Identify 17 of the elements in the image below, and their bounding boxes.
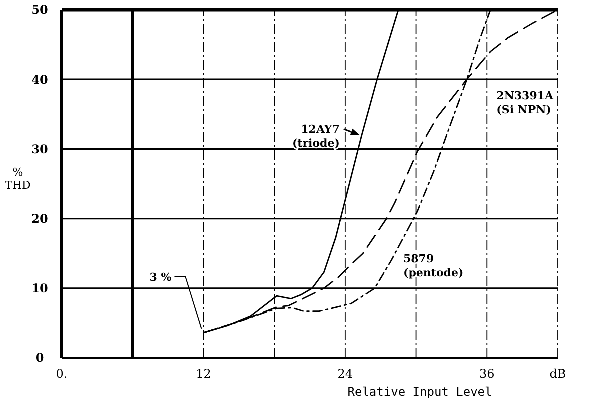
annotation: 3 % xyxy=(150,270,172,284)
y-tick-label: 40 xyxy=(32,72,48,87)
x-tick-label: 36 xyxy=(480,367,495,381)
text: 2N3391A (Si NPN) xyxy=(496,90,554,117)
x-tick-label: 24 xyxy=(338,367,354,381)
series-label: 5879 (pentode) xyxy=(403,252,464,280)
x-tick-label: dB xyxy=(550,367,566,381)
x-tick-label: 0. xyxy=(56,367,68,381)
x-tick-label: 12 xyxy=(196,367,212,381)
y-tick-label: 30 xyxy=(32,142,48,156)
y-axis-title: % THD xyxy=(5,166,32,192)
y-tick-label: 10 xyxy=(32,282,48,296)
y-tick-label: 0 xyxy=(36,351,44,366)
y-tick-label: 20 xyxy=(32,212,48,226)
x-axis-title: Relative Input Level xyxy=(348,385,492,399)
legend-label: 12AY7 (triode) xyxy=(292,123,340,150)
y-tick-label: 50 xyxy=(32,3,48,18)
